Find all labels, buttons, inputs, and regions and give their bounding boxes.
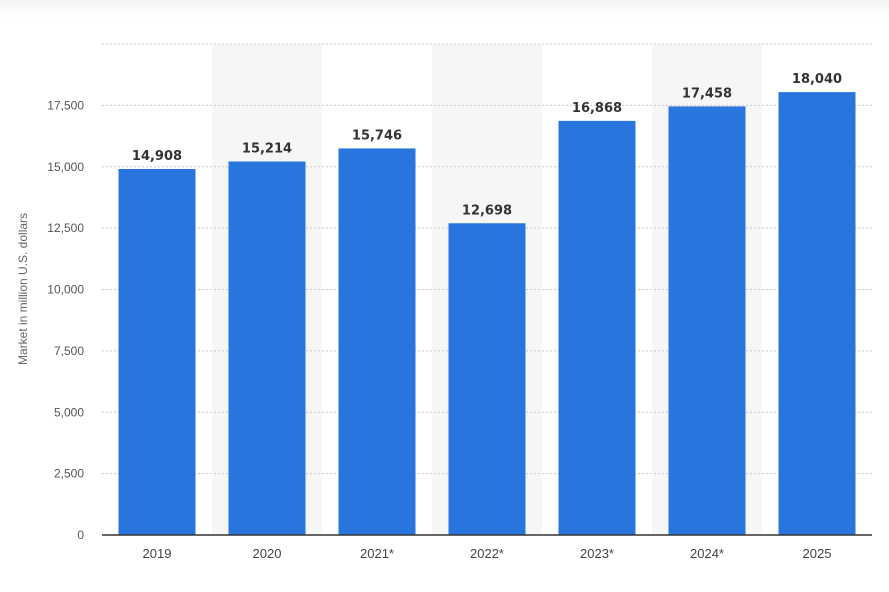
- x-tick-label: 2023*: [580, 546, 614, 561]
- y-tick-label: 0: [77, 528, 84, 542]
- y-tick-label: 17,500: [47, 98, 84, 112]
- y-tick-label: 15,000: [47, 160, 84, 174]
- data-label: 15,746: [352, 128, 402, 143]
- data-label: 15,214: [242, 141, 292, 156]
- bar: [448, 223, 526, 535]
- x-tick-label: 2019: [143, 546, 172, 561]
- y-tick-label: 2,500: [54, 467, 84, 481]
- y-tick-label: 12,500: [47, 221, 84, 235]
- bar: [338, 148, 416, 535]
- data-label: 18,040: [792, 72, 842, 87]
- data-label: 17,458: [682, 86, 732, 101]
- bar: [558, 120, 636, 536]
- data-label: 16,868: [572, 101, 622, 116]
- x-axis-tick-labels: 2019 2020 2021* 2022* 2023* 2024* 2025: [143, 546, 832, 561]
- top-shade: [0, 0, 889, 18]
- data-label: 14,908: [132, 149, 182, 164]
- x-tick-label: 2020: [253, 546, 282, 561]
- y-axis-title: Market in million U.S. dollars: [16, 213, 30, 365]
- y-tick-label: 10,000: [47, 283, 84, 297]
- data-labels: 14,908 15,214 15,746 12,698 16,868 17,458 18,0…: [132, 72, 842, 218]
- bars: [118, 92, 856, 536]
- bar: [228, 161, 306, 535]
- x-tick-label: 2021*: [360, 546, 394, 561]
- data-label: 12,698: [462, 203, 512, 218]
- y-tick-label: 5,000: [54, 405, 84, 419]
- x-tick-label: 2025: [803, 546, 832, 561]
- bar: [118, 169, 196, 535]
- x-tick-label: 2024*: [690, 546, 724, 561]
- bar: [778, 92, 856, 536]
- bar: [668, 106, 746, 535]
- x-tick-label: 2022*: [470, 546, 504, 561]
- y-axis-tick-labels: 0 2,500 5,000 7,500 10,000 12,500 15,000 17,500: [47, 98, 84, 542]
- y-tick-label: 7,500: [54, 344, 84, 358]
